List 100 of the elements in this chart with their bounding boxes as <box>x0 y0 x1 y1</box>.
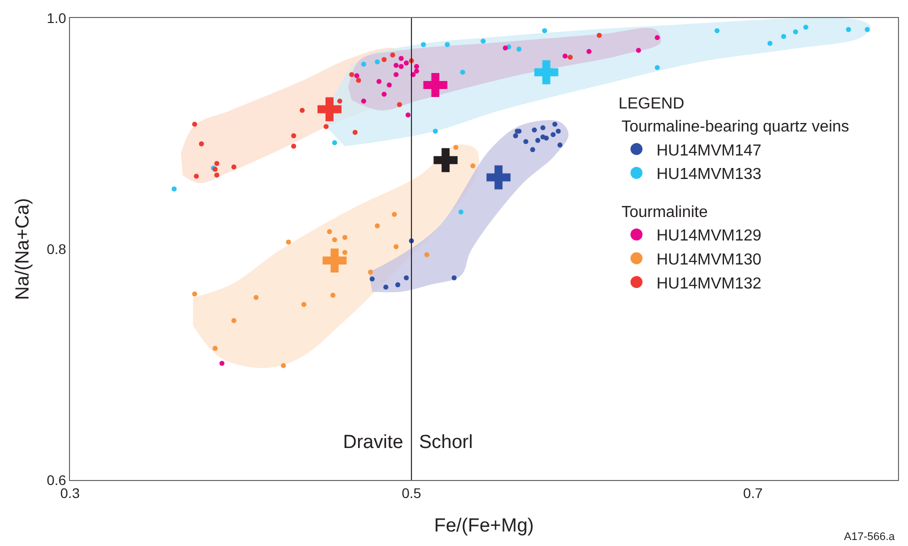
point <box>453 144 458 150</box>
point <box>386 82 392 88</box>
point <box>523 139 528 144</box>
point <box>460 70 466 75</box>
point <box>330 292 336 298</box>
point <box>420 42 426 48</box>
y-tick-label: 1.0 <box>46 10 66 26</box>
point <box>846 27 851 32</box>
point <box>552 122 558 127</box>
point <box>434 148 458 172</box>
point <box>192 122 198 127</box>
point <box>361 98 366 104</box>
point <box>793 29 798 34</box>
point <box>301 302 306 307</box>
point <box>194 174 199 179</box>
point <box>767 40 772 46</box>
x-tick-label: 0.7 <box>743 484 763 501</box>
point <box>291 144 296 149</box>
legend-label: HU14MVM147 <box>656 142 762 160</box>
point <box>535 138 540 143</box>
legend-label: HU14MVM130 <box>656 252 762 268</box>
point <box>394 72 399 78</box>
point <box>342 234 348 240</box>
point <box>781 34 786 39</box>
point <box>212 346 218 351</box>
point <box>198 141 204 146</box>
point <box>414 68 420 74</box>
x-axis-title: Fe/(Fe+Mg) <box>434 516 534 537</box>
point <box>654 65 660 70</box>
legend-label: HU14MVM132 <box>656 275 762 292</box>
point <box>352 130 358 135</box>
point <box>398 64 404 70</box>
point <box>404 275 409 280</box>
x-tick-label: 0.5 <box>402 484 422 501</box>
point <box>398 56 404 61</box>
annotation: Dravite <box>343 432 404 453</box>
point <box>332 140 338 146</box>
point <box>502 46 508 51</box>
point <box>654 35 660 40</box>
annotation: Schorl <box>419 432 473 453</box>
point <box>332 237 338 242</box>
point <box>337 98 342 104</box>
point <box>324 124 329 130</box>
point <box>432 128 438 134</box>
point <box>214 161 220 166</box>
point <box>480 38 486 44</box>
point <box>318 97 342 122</box>
point <box>568 54 573 60</box>
point <box>231 164 236 170</box>
point <box>406 112 411 118</box>
point <box>286 240 292 245</box>
point <box>254 295 259 300</box>
point <box>596 32 602 38</box>
point <box>192 292 198 297</box>
point <box>544 136 549 141</box>
point <box>392 212 397 217</box>
point <box>300 108 305 113</box>
point <box>540 125 546 130</box>
point <box>172 186 177 192</box>
point <box>383 284 388 290</box>
point <box>374 223 380 228</box>
point <box>513 133 518 138</box>
point <box>864 27 870 32</box>
y-axis-title: Na/(Na+Ca) <box>12 198 34 300</box>
point <box>382 92 387 97</box>
point <box>532 128 537 133</box>
legend-label: HU14MVM129 <box>656 228 762 245</box>
point <box>322 248 347 273</box>
point <box>404 60 409 66</box>
point <box>368 270 373 275</box>
point <box>458 210 464 215</box>
point <box>486 165 511 190</box>
y-tick-label: 0.8 <box>46 240 66 257</box>
point <box>394 244 399 250</box>
point <box>636 48 641 53</box>
point <box>376 79 382 84</box>
point <box>452 275 457 280</box>
point <box>327 229 332 234</box>
point <box>423 72 448 97</box>
point <box>382 57 387 62</box>
point <box>444 42 450 48</box>
legend-label: HU14MVM133 <box>656 166 762 184</box>
point <box>534 60 558 84</box>
point <box>395 282 400 288</box>
annotation: Tourmalinite <box>621 204 708 221</box>
text: A17-566.a <box>844 531 896 543</box>
point <box>280 363 286 368</box>
point <box>396 102 402 108</box>
point <box>370 276 375 282</box>
point <box>550 132 556 138</box>
point <box>516 46 522 52</box>
legend-title: LEGEND <box>618 95 684 112</box>
point <box>354 73 360 78</box>
point <box>714 28 720 34</box>
point <box>562 54 568 59</box>
point <box>374 59 380 64</box>
point <box>424 252 430 258</box>
point <box>349 72 354 78</box>
point <box>530 147 536 152</box>
point <box>394 62 399 68</box>
